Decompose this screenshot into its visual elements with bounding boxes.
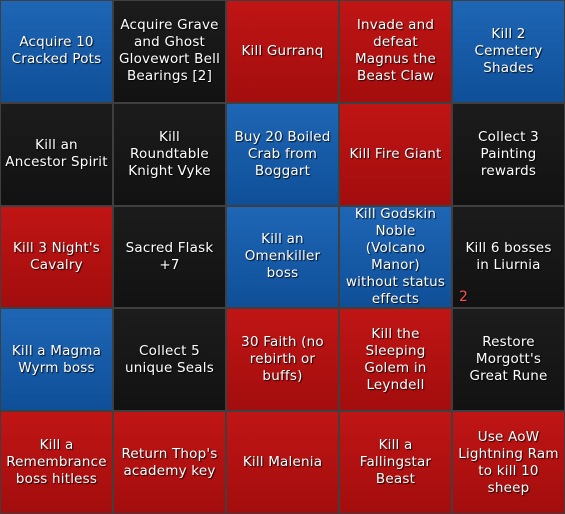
- bingo-cell-label: Return Thop's academy key: [121, 445, 218, 479]
- bingo-cell-label: Kill a Fallingstar Beast: [359, 437, 432, 488]
- bingo-cell-label: Kill the Sleeping Golem in Leyndell: [364, 325, 427, 393]
- bingo-cell-r2c5[interactable]: Collect 3 Painting rewards: [453, 103, 564, 205]
- bingo-cell-label: Kill Fire Giant: [349, 145, 442, 162]
- bingo-cell-label: Buy 20 Boiled Crab from Boggart: [234, 128, 331, 179]
- bingo-cell-r2c3[interactable]: Buy 20 Boiled Crab from Boggart: [227, 103, 338, 205]
- bingo-cell-r3c3[interactable]: Kill an Omenkiller boss: [227, 206, 338, 308]
- bingo-cell-label: Kill 6 bosses in Liurnia: [465, 239, 552, 273]
- bingo-cell-label: Kill Godskin Noble (Volcano Manor) witho…: [345, 206, 446, 307]
- bingo-cell-label: Kill an Ancestor Spirit: [5, 137, 108, 171]
- bingo-cell-r1c4[interactable]: Invade and defeat Magnus the Beast Claw: [340, 1, 451, 102]
- bingo-cell-label: Sacred Flask +7: [125, 239, 214, 273]
- bingo-cell-counter: 2: [459, 289, 468, 306]
- bingo-cell-r4c1[interactable]: Kill a Magma Wyrm boss: [1, 309, 112, 411]
- bingo-cell-r2c4[interactable]: Kill Fire Giant: [340, 103, 451, 205]
- bingo-cell-r1c3[interactable]: Kill Gurranq: [227, 1, 338, 102]
- bingo-cell-r5c2[interactable]: Return Thop's academy key: [114, 412, 225, 513]
- bingo-cell-r5c4[interactable]: Kill a Fallingstar Beast: [340, 412, 451, 513]
- bingo-cell-r2c2[interactable]: Kill Roundtable Knight Vyke: [114, 103, 225, 205]
- bingo-cell-r1c2[interactable]: Acquire Grave and Ghost Glovewort Bell B…: [114, 1, 225, 102]
- bingo-cell-label: Kill 3 Night's Cavalry: [12, 239, 101, 273]
- bingo-cell-label: Kill 2 Cemetery Shades: [474, 25, 543, 76]
- bingo-cell-label: Kill an Omenkiller boss: [244, 231, 321, 282]
- bingo-cell-label: Kill Gurranq: [241, 42, 324, 59]
- bingo-cell-r3c4[interactable]: Kill Godskin Noble (Volcano Manor) witho…: [340, 206, 451, 308]
- bingo-cell-r3c1[interactable]: Kill 3 Night's Cavalry: [1, 206, 112, 308]
- bingo-cell-r4c2[interactable]: Collect 5 unique Seals: [114, 309, 225, 411]
- bingo-cell-r3c5[interactable]: Kill 6 bosses in Liurnia 2: [453, 206, 564, 308]
- bingo-cell-label: Acquire Grave and Ghost Glovewort Bell B…: [118, 17, 221, 85]
- bingo-cell-label: Kill a Magma Wyrm boss: [11, 342, 102, 376]
- bingo-cell-r2c1[interactable]: Kill an Ancestor Spirit: [1, 103, 112, 205]
- bingo-cell-label: Kill a Remembrance boss hitless: [6, 437, 107, 488]
- bingo-cell-r4c3[interactable]: 30 Faith (no rebirth or buffs): [227, 309, 338, 411]
- bingo-cell-label: Acquire 10 Cracked Pots: [11, 34, 102, 68]
- bingo-cell-r5c1[interactable]: Kill a Remembrance boss hitless: [1, 412, 112, 513]
- bingo-cell-label: Restore Morgott's Great Rune: [469, 334, 548, 385]
- bingo-cell-label: Kill Malenia: [242, 454, 323, 471]
- bingo-cell-r1c1[interactable]: Acquire 10 Cracked Pots: [1, 1, 112, 102]
- bingo-cell-r5c3[interactable]: Kill Malenia: [227, 412, 338, 513]
- bingo-cell-r4c5[interactable]: Restore Morgott's Great Rune: [453, 309, 564, 411]
- bingo-cell-r1c5[interactable]: Kill 2 Cemetery Shades: [453, 1, 564, 102]
- bingo-cell-label: Collect 5 unique Seals: [125, 342, 214, 376]
- bingo-cell-r5c5[interactable]: Use AoW Lightning Ram to kill 10 sheep: [453, 412, 564, 513]
- bingo-cell-label: 30 Faith (no rebirth or buffs): [241, 334, 324, 385]
- bingo-cell-label: Use AoW Lightning Ram to kill 10 sheep: [458, 428, 559, 496]
- bingo-cell-r3c2[interactable]: Sacred Flask +7: [114, 206, 225, 308]
- bingo-cell-r4c4[interactable]: Kill the Sleeping Golem in Leyndell: [340, 309, 451, 411]
- bingo-cell-label: Kill Roundtable Knight Vyke: [128, 128, 211, 179]
- bingo-cell-label: Invade and defeat Magnus the Beast Claw: [354, 17, 437, 85]
- bingo-cell-label: Collect 3 Painting rewards: [478, 128, 539, 179]
